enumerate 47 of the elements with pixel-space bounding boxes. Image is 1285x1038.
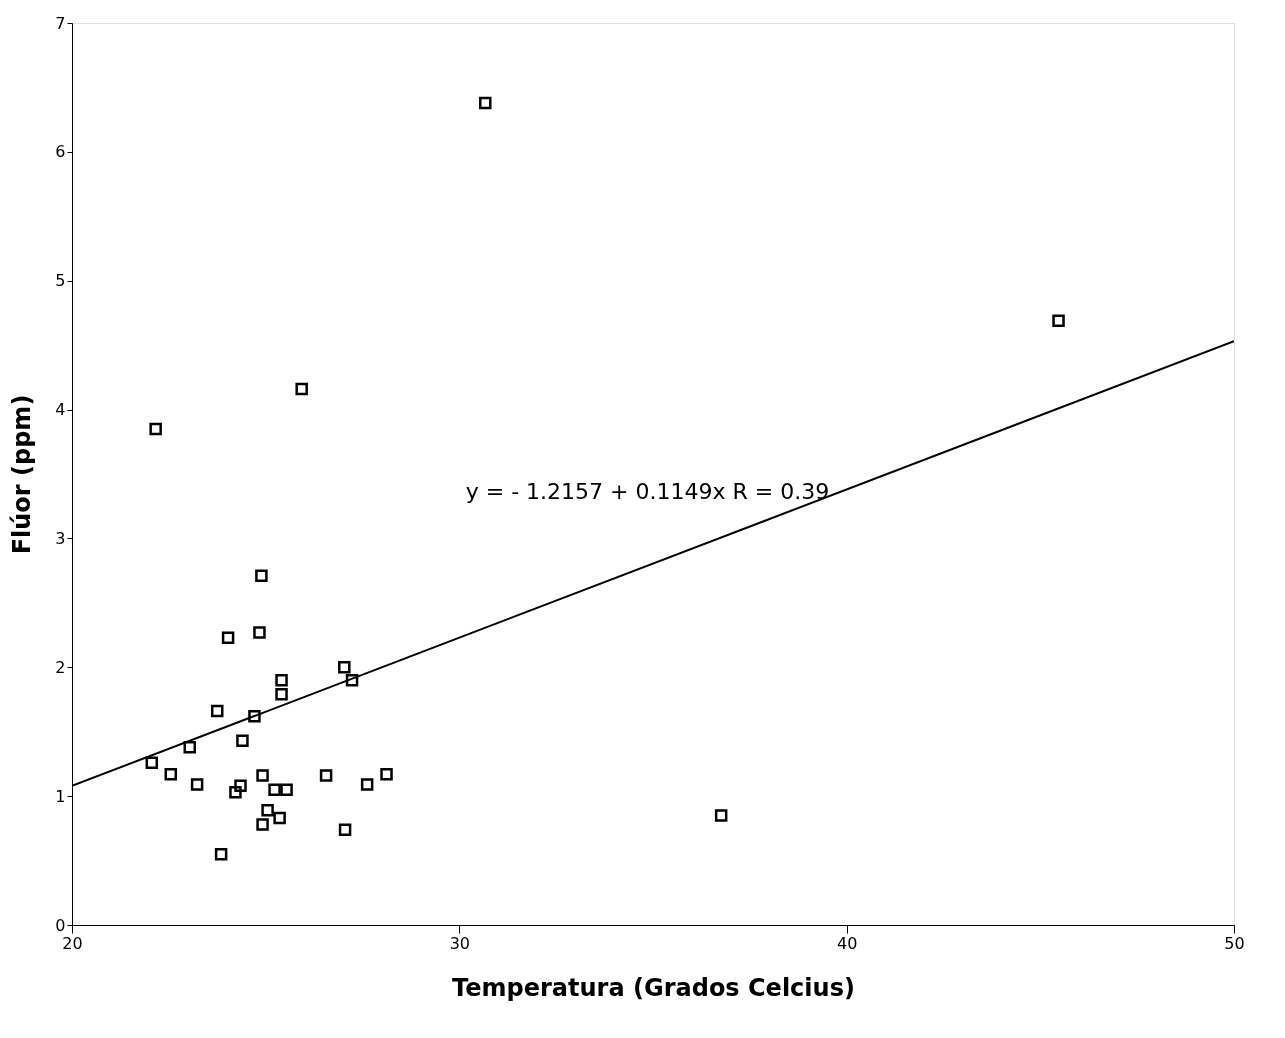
y-tick-label: 5 bbox=[55, 271, 66, 291]
point bbox=[149, 422, 162, 436]
point bbox=[479, 96, 492, 110]
y-tick-label: 3 bbox=[55, 528, 66, 548]
point bbox=[1052, 314, 1065, 327]
point bbox=[256, 769, 269, 782]
point bbox=[221, 631, 235, 644]
point bbox=[338, 661, 351, 674]
point bbox=[145, 756, 159, 769]
point bbox=[261, 804, 274, 817]
y-tick-label: 0 bbox=[55, 915, 66, 935]
x-axis-title: Temperatura (Grados Celcius) bbox=[452, 973, 855, 1002]
point bbox=[338, 823, 352, 836]
point bbox=[275, 673, 288, 687]
point bbox=[164, 767, 178, 781]
y-tick-label: 2 bbox=[55, 657, 66, 677]
point bbox=[273, 811, 286, 825]
point bbox=[255, 569, 268, 583]
point bbox=[280, 783, 293, 796]
y-axis-title: Flúor (ppm) bbox=[8, 394, 37, 555]
y-tick-label: 7 bbox=[55, 13, 66, 33]
point bbox=[229, 786, 242, 799]
point bbox=[295, 382, 308, 396]
point bbox=[190, 778, 204, 791]
x-tick-label: 20 bbox=[62, 933, 83, 953]
y-tick-label: 6 bbox=[55, 142, 66, 162]
point bbox=[248, 710, 261, 723]
point bbox=[234, 779, 247, 793]
point bbox=[380, 767, 393, 781]
point bbox=[275, 688, 288, 701]
x-tick-label: 50 bbox=[1224, 933, 1245, 953]
point bbox=[236, 734, 249, 747]
point bbox=[360, 778, 374, 791]
point bbox=[183, 740, 196, 754]
annotation: y = - 1.2157 + 0.1149x R = 0.39 bbox=[465, 479, 830, 505]
point bbox=[211, 704, 224, 718]
point bbox=[268, 783, 281, 796]
point bbox=[319, 769, 333, 782]
y-tick-label: 1 bbox=[55, 786, 66, 806]
point bbox=[214, 847, 228, 861]
point bbox=[345, 673, 359, 687]
x-tick-label: 30 bbox=[449, 933, 471, 953]
point bbox=[253, 626, 266, 639]
point bbox=[714, 809, 728, 822]
x-tick-label: 40 bbox=[836, 933, 858, 953]
point bbox=[256, 818, 269, 831]
y-tick-label: 4 bbox=[55, 400, 66, 420]
